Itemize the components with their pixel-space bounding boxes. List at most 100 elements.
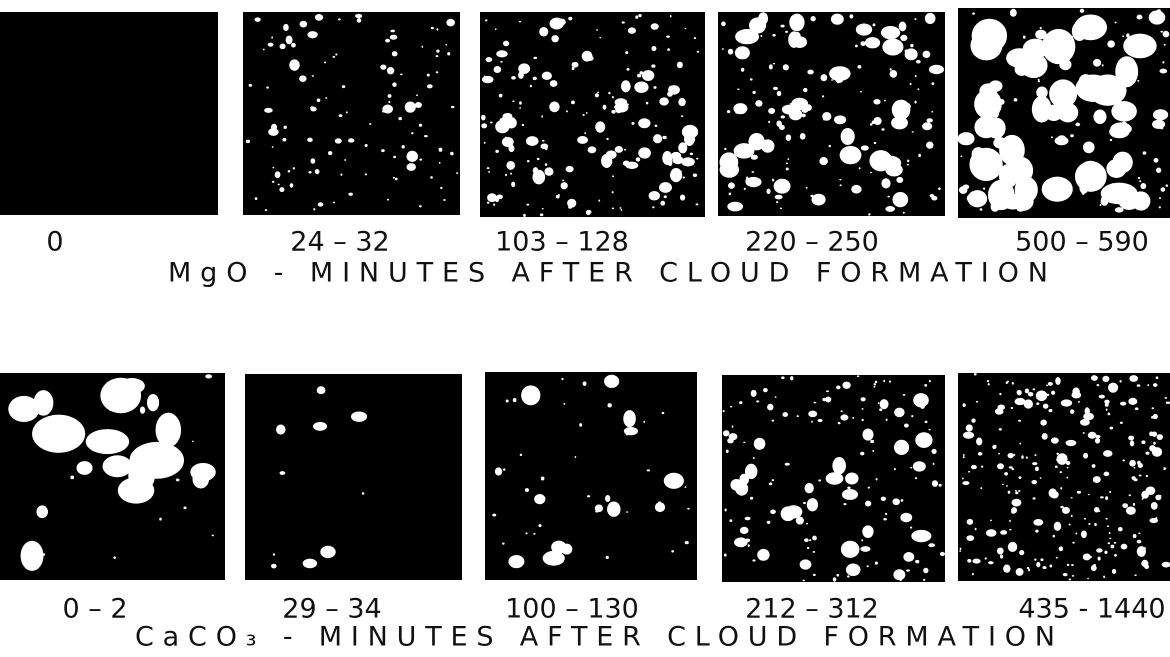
particle <box>849 14 853 18</box>
particle <box>551 35 558 42</box>
particle <box>1149 518 1158 523</box>
particle <box>382 110 384 112</box>
particle <box>48 426 54 431</box>
particle <box>733 205 737 208</box>
particle <box>861 145 869 150</box>
particle <box>776 201 778 203</box>
particle <box>772 179 774 182</box>
particle <box>264 108 273 113</box>
particle <box>861 419 863 421</box>
particle <box>1122 35 1124 37</box>
particle <box>869 150 892 171</box>
particle <box>86 429 130 454</box>
particle <box>678 142 687 153</box>
particle <box>960 155 962 157</box>
particle <box>339 114 343 117</box>
particle <box>1050 491 1058 498</box>
particle <box>1019 550 1024 555</box>
particle <box>812 536 817 541</box>
particle <box>1114 554 1117 557</box>
particle <box>749 17 766 33</box>
particle <box>1007 381 1009 383</box>
particle <box>760 35 762 37</box>
particle <box>1038 80 1040 82</box>
particle <box>1115 56 1138 87</box>
particle <box>628 27 636 33</box>
particle <box>313 208 315 210</box>
particle <box>649 191 660 200</box>
particle <box>395 178 398 181</box>
particle <box>859 167 861 169</box>
particle <box>861 539 863 541</box>
particle <box>398 117 402 120</box>
particle <box>972 559 980 564</box>
particle <box>288 170 291 172</box>
particle <box>545 167 554 175</box>
particle <box>21 541 44 571</box>
particle <box>1108 542 1111 544</box>
particle <box>975 528 977 531</box>
particle <box>407 151 419 162</box>
particle <box>603 105 607 110</box>
particle <box>1111 101 1137 122</box>
particle <box>1032 462 1037 465</box>
particle <box>723 410 725 412</box>
particle <box>1118 527 1123 531</box>
particle <box>872 450 874 452</box>
particle <box>615 146 623 153</box>
particle <box>1095 438 1100 444</box>
particle <box>411 132 413 134</box>
particle <box>865 37 880 48</box>
particle <box>1002 484 1004 486</box>
particle <box>621 209 623 211</box>
particle <box>1071 515 1073 517</box>
particle <box>696 158 698 160</box>
particle <box>1019 443 1021 445</box>
particle <box>315 169 320 174</box>
particle <box>723 430 730 436</box>
micrograph <box>485 372 697 580</box>
particle <box>803 580 805 582</box>
particle <box>1033 388 1036 390</box>
particle <box>1062 507 1070 514</box>
particle <box>785 463 790 466</box>
particle <box>913 393 929 407</box>
particle <box>968 190 988 207</box>
particle <box>338 18 341 20</box>
particle <box>1138 532 1140 534</box>
particle <box>804 538 808 542</box>
particle <box>313 422 327 431</box>
particle <box>891 116 908 129</box>
particle <box>450 152 453 156</box>
particle <box>836 574 839 577</box>
particle <box>365 144 368 147</box>
particle <box>737 88 739 90</box>
particle <box>878 402 880 404</box>
particle <box>841 541 860 558</box>
particle <box>726 450 729 453</box>
particle <box>624 427 638 435</box>
particle <box>192 441 194 442</box>
particle <box>1094 523 1097 526</box>
particle <box>769 64 773 69</box>
particle <box>868 213 870 215</box>
particle <box>1010 9 1017 17</box>
particle <box>999 393 1001 395</box>
particle <box>1154 158 1159 163</box>
particle <box>1165 184 1168 186</box>
particle <box>972 573 974 575</box>
particle <box>678 98 685 106</box>
particle <box>752 559 755 561</box>
particle <box>807 70 814 75</box>
particle <box>520 454 522 456</box>
particle <box>786 162 788 164</box>
particle <box>800 133 806 140</box>
particle <box>557 18 566 25</box>
particle <box>351 411 367 421</box>
particle <box>729 192 732 195</box>
particle <box>923 568 928 574</box>
particle <box>1063 84 1067 87</box>
particle <box>721 21 726 26</box>
particle <box>1009 520 1011 522</box>
particle <box>928 429 930 430</box>
